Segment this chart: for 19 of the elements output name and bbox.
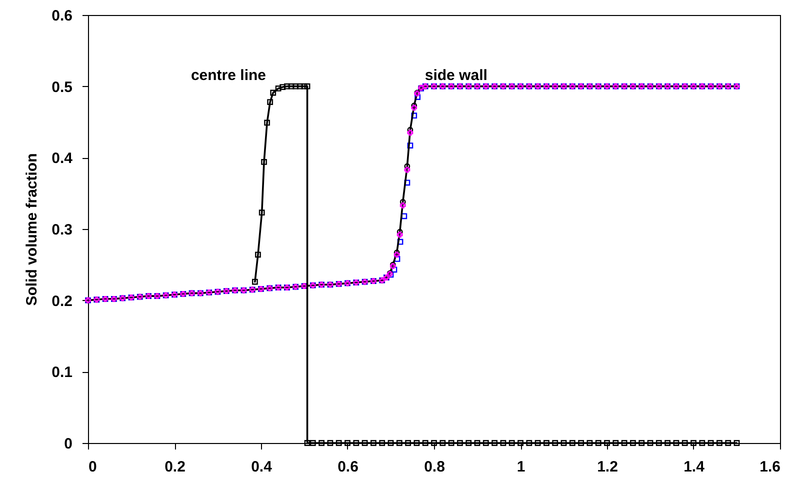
- x-tick-label: 0.2: [164, 458, 186, 476]
- y-tick-label: 0.1: [52, 364, 72, 382]
- x-tick-label: 1.2: [597, 458, 618, 476]
- y-tick-label: 0.2: [52, 292, 72, 310]
- annotation: centre line: [190, 66, 266, 84]
- x-tick-label: 0.8: [424, 458, 445, 476]
- x-tick-label: 1: [516, 458, 526, 476]
- y-tick-label: 0.5: [52, 78, 72, 96]
- y-axis-title: Solid volume fraction: [24, 153, 41, 306]
- x-tick-label: 1.6: [760, 458, 780, 476]
- annotation: side wall: [424, 66, 488, 84]
- y-tick-label: 0.3: [52, 222, 72, 238]
- y-tick-label: 0.4: [52, 150, 74, 168]
- x-tick-label: 0: [88, 458, 97, 476]
- x-tick-label: 0.4: [251, 458, 273, 476]
- y-tick-label: 0.6: [52, 8, 72, 24]
- x-tick-label: 1.4: [684, 458, 706, 476]
- x-tick-label: 0.6: [338, 458, 358, 476]
- y-tick-label: 0: [64, 436, 72, 452]
